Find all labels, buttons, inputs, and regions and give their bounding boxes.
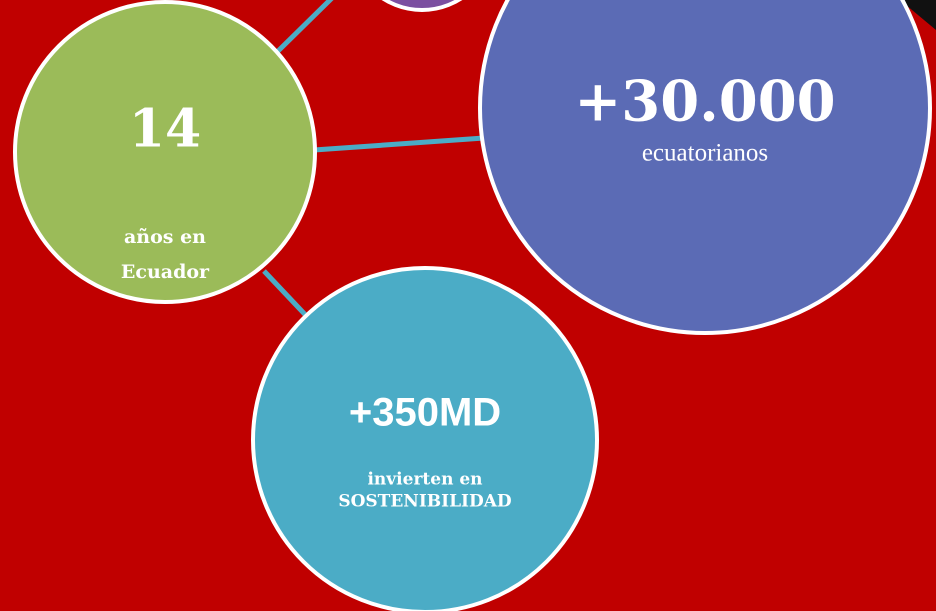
teal-circle (251, 266, 599, 611)
connector (313, 135, 485, 153)
corner-shape (900, 0, 936, 30)
purple-circle (478, 0, 932, 335)
partial-circle (381, 0, 463, 12)
connector (270, 0, 334, 59)
node-value: +30.000 (574, 69, 835, 135)
node-value: +350MD (349, 391, 501, 435)
node-text: invierten en (367, 470, 482, 490)
green-circle (13, 0, 317, 304)
node-text: ecuatorianos (642, 140, 768, 167)
node-value: 14 (129, 99, 201, 160)
node-text: SOSTENIBILIDAD (338, 492, 512, 512)
node-text: Ecuador (121, 261, 210, 283)
node-text: años en (124, 226, 206, 248)
